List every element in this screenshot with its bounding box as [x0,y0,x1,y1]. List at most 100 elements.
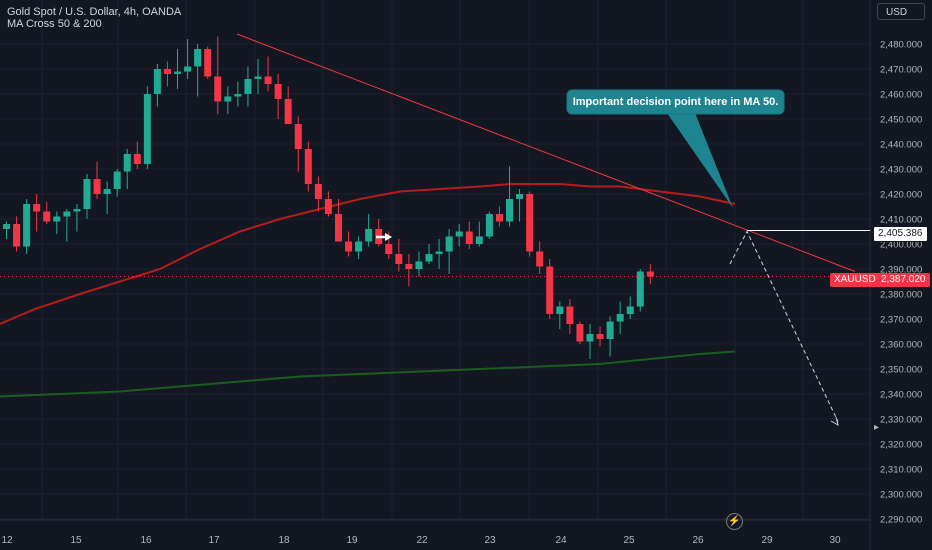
candle [163,61,171,87]
candle [495,206,503,227]
candle-body [13,224,21,247]
candle [244,66,252,107]
candle [556,301,564,329]
candle [133,141,141,169]
y-tick-label: 2,400.000 [880,240,922,251]
candle [375,219,383,247]
y-tick-label: 2,290.000 [880,515,922,526]
candle [425,244,433,264]
candle-body [224,96,232,102]
y-tick-label: 2,390.000 [880,265,922,276]
candle [184,39,192,79]
ma200-line [0,350,736,398]
chart-title: Gold Spot / U.S. Dollar, 4h, OANDA [7,6,182,18]
candle [566,299,574,334]
candle-body [93,179,101,194]
x-tick-label: 19 [346,535,358,546]
y-tick-label: 2,300.000 [880,490,922,501]
candle [475,221,483,247]
candle-body [576,324,584,342]
symbol-price-tag: XAUUSD [830,273,880,287]
candle [334,199,342,242]
candle-body [244,79,252,94]
candle-body [425,254,433,262]
candle-body [294,124,302,149]
candle [194,44,202,97]
candle [234,81,242,107]
candle-body [73,209,81,212]
y-tick-label: 2,470.000 [880,65,922,76]
candle [355,236,363,259]
candle [304,141,312,192]
candle-body [395,254,403,264]
y-tick-label: 2,410.000 [880,215,922,226]
candle [516,189,524,222]
candle [143,86,151,169]
candle-body [63,211,71,217]
candle-body [184,66,192,72]
candle [345,231,353,257]
arrow-marker-head [385,233,392,241]
lightning-bolt-icon[interactable]: ⚡ [726,513,743,530]
candle [63,209,71,242]
candle-body [254,76,262,79]
candle-body [636,271,644,307]
candle-body [334,214,342,242]
candle-body [214,76,222,102]
candle [646,264,654,284]
candle [405,254,413,287]
candle [153,64,161,107]
candle [3,221,10,239]
candle-body [113,171,121,189]
candle-body [103,189,111,194]
callout-label: Important decision point here in MA 50. [572,96,779,108]
candle-body [385,244,393,254]
candle [53,211,61,234]
callout-bubble [566,89,785,115]
candle-body [536,251,544,267]
indicator-label[interactable]: MA Cross 50 & 200 [7,18,102,30]
y-tick-label: 2,380.000 [880,290,922,301]
candle-body [304,149,312,184]
candle-body [455,231,463,237]
candle [435,239,443,269]
x-tick-label: 25 [623,535,635,546]
candle-body [556,306,564,314]
candle-body [23,204,31,247]
x-tick-label: 24 [555,535,567,546]
candle-body [475,236,483,244]
y-tick-label: 2,450.000 [880,115,922,126]
candle [43,201,51,224]
candle [73,204,81,232]
x-tick-label: 16 [140,535,152,546]
candle [103,181,111,214]
candle [415,251,423,277]
candle [214,36,222,114]
projection-path [729,230,839,422]
candle [586,324,594,359]
candle [264,56,272,92]
candle [93,161,101,199]
ma50-line [0,183,736,325]
candle-body [445,236,453,252]
candle-body [405,264,413,269]
candle-body [606,321,614,339]
candle [606,316,614,357]
candle [546,259,554,319]
candle [123,149,131,189]
x-tick-label: 17 [208,535,220,546]
x-tick-label: 22 [416,535,428,546]
candle-body [616,314,624,322]
y-tick-label: 2,420.000 [880,190,922,201]
y-tick-label: 2,340.000 [880,390,922,401]
candle [536,241,544,274]
candle-body [646,271,654,277]
candle [526,191,534,257]
candle [576,321,584,344]
candle [324,191,332,217]
candle-body [596,334,604,339]
candle [83,174,91,219]
last-price-tag: 2,387.020 [877,273,930,287]
currency-button[interactable]: USD [877,3,925,20]
